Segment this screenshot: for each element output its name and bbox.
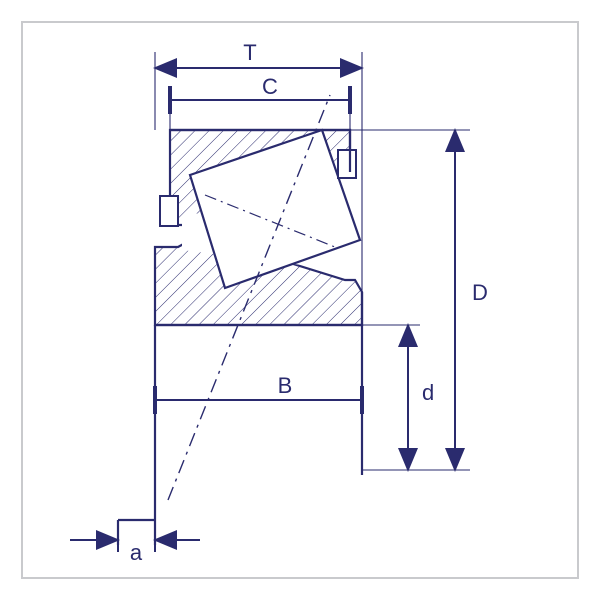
label-T: T	[243, 40, 256, 65]
dimension-d: d	[362, 325, 434, 470]
diagram-frame: T C B a D d	[0, 0, 600, 600]
label-a: a	[130, 540, 143, 565]
bearing-diagram-svg: T C B a D d	[0, 0, 600, 600]
label-d: d	[422, 380, 434, 405]
bearing-section	[118, 95, 362, 545]
dimension-D: D	[350, 130, 488, 470]
label-D: D	[472, 280, 488, 305]
dimension-C: C	[170, 74, 350, 130]
label-B: B	[278, 373, 293, 398]
dimension-a: a	[70, 528, 200, 565]
label-C: C	[262, 74, 278, 99]
dimension-B: B	[155, 373, 362, 400]
